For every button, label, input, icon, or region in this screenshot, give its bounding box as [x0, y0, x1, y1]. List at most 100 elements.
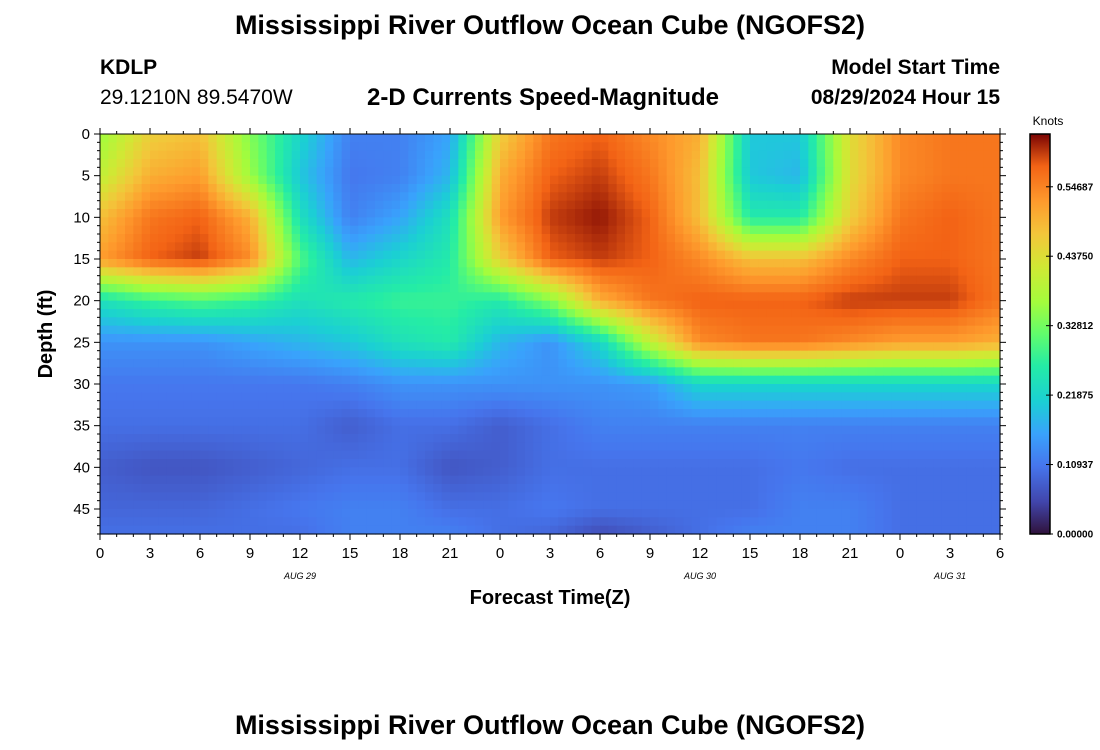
heatmap-cell	[725, 250, 734, 260]
heatmap-cell	[525, 150, 534, 160]
heatmap-cell	[591, 400, 601, 410]
heatmap-cell	[583, 400, 593, 410]
heatmap-cell	[525, 309, 534, 318]
heatmap-cell	[691, 134, 701, 143]
heatmap-cell	[241, 409, 251, 418]
heatmap-cell	[300, 292, 309, 302]
heatmap-cell	[808, 409, 818, 418]
heatmap-cell	[183, 259, 193, 268]
heatmap-cell	[850, 134, 859, 143]
heatmap-cell	[658, 400, 668, 410]
heatmap-cell	[341, 242, 351, 252]
heatmap-cell	[183, 217, 193, 227]
heatmap-cell	[908, 217, 918, 227]
heatmap-cell	[883, 175, 893, 185]
heatmap-cell	[441, 284, 451, 293]
heatmap-cell	[533, 142, 543, 152]
heatmap-cell	[533, 275, 543, 285]
heatmap-cell	[416, 134, 426, 143]
heatmap-cell	[216, 517, 226, 527]
heatmap-cell	[491, 267, 501, 277]
heatmap-cell	[658, 342, 668, 352]
heatmap-cell	[300, 450, 309, 460]
heatmap-cell	[450, 359, 459, 368]
heatmap-cell	[933, 384, 943, 393]
heatmap-cell	[683, 434, 693, 443]
heatmap-cell	[341, 350, 351, 360]
heatmap-cell	[241, 242, 251, 252]
heatmap-cell	[725, 225, 734, 235]
heatmap-cell	[800, 234, 809, 243]
heatmap-cell	[633, 284, 643, 293]
heatmap-cell	[916, 225, 926, 235]
heatmap-cell	[716, 192, 726, 202]
heatmap-cell	[566, 200, 576, 210]
heatmap-cell	[466, 400, 476, 410]
heatmap-cell	[191, 417, 201, 427]
heatmap-cell	[925, 225, 934, 235]
heatmap-cell	[625, 275, 634, 285]
heatmap-cell	[616, 300, 626, 310]
heatmap-cell	[283, 375, 293, 385]
heatmap-cell	[766, 417, 776, 427]
heatmap-cell	[283, 192, 293, 202]
heatmap-cell	[583, 267, 593, 277]
heatmap-cell	[250, 467, 259, 477]
heatmap-cell	[850, 184, 859, 193]
heatmap-cell	[775, 284, 784, 293]
heatmap-cell	[375, 217, 384, 227]
heatmap-cell	[125, 300, 134, 310]
heatmap-cell	[425, 442, 434, 452]
heatmap-cell	[566, 184, 576, 193]
heatmap-cell	[141, 300, 151, 310]
heatmap-cell	[141, 209, 151, 218]
heatmap-cell	[441, 342, 451, 352]
heatmap-cell	[533, 134, 543, 143]
heatmap-cell	[900, 234, 909, 243]
heatmap-cell	[466, 134, 476, 143]
heatmap-cell	[408, 450, 418, 460]
heatmap-cell	[141, 467, 151, 477]
heatmap-cell	[841, 242, 851, 252]
heatmap-cell	[883, 492, 893, 502]
heatmap-cell	[466, 484, 476, 493]
heatmap-cell	[400, 275, 409, 285]
heatmap-cell	[383, 417, 393, 427]
heatmap-cell	[133, 409, 143, 418]
heatmap-cell	[250, 284, 259, 293]
heatmap-cell	[525, 359, 534, 368]
heatmap-cell	[808, 134, 818, 143]
heatmap-cell	[825, 275, 834, 285]
heatmap-cell	[958, 384, 968, 393]
heatmap-cell	[575, 275, 584, 285]
heatmap-cell	[566, 342, 576, 352]
heatmap-cell	[983, 367, 993, 377]
heatmap-cell	[966, 484, 976, 493]
heatmap-cell	[266, 225, 276, 235]
heatmap-cell	[500, 317, 509, 327]
heatmap-cell	[133, 392, 143, 402]
heatmap-cell	[900, 367, 909, 377]
heatmap-cell	[341, 250, 351, 260]
heatmap-cell	[575, 334, 584, 343]
heatmap-cell	[175, 217, 184, 227]
heatmap-cell	[466, 192, 476, 202]
heatmap-cell	[758, 484, 768, 493]
heatmap-cell	[266, 275, 276, 285]
heatmap-cell	[300, 425, 309, 435]
heatmap-cell	[108, 234, 118, 243]
heatmap-cell	[716, 417, 726, 427]
heatmap-cell	[216, 200, 226, 210]
heatmap-cell	[525, 200, 534, 210]
heatmap-cell	[733, 134, 743, 143]
heatmap-cell	[233, 325, 243, 335]
heatmap-cell	[241, 400, 251, 410]
heatmap-cell	[958, 134, 968, 143]
heatmap-cell	[116, 417, 126, 427]
heatmap-cell	[700, 200, 709, 210]
heatmap-cell	[841, 175, 851, 185]
heatmap-cell	[608, 259, 618, 268]
heatmap-cell	[741, 392, 751, 402]
heatmap-cell	[758, 425, 768, 435]
heatmap-cell	[725, 375, 734, 385]
